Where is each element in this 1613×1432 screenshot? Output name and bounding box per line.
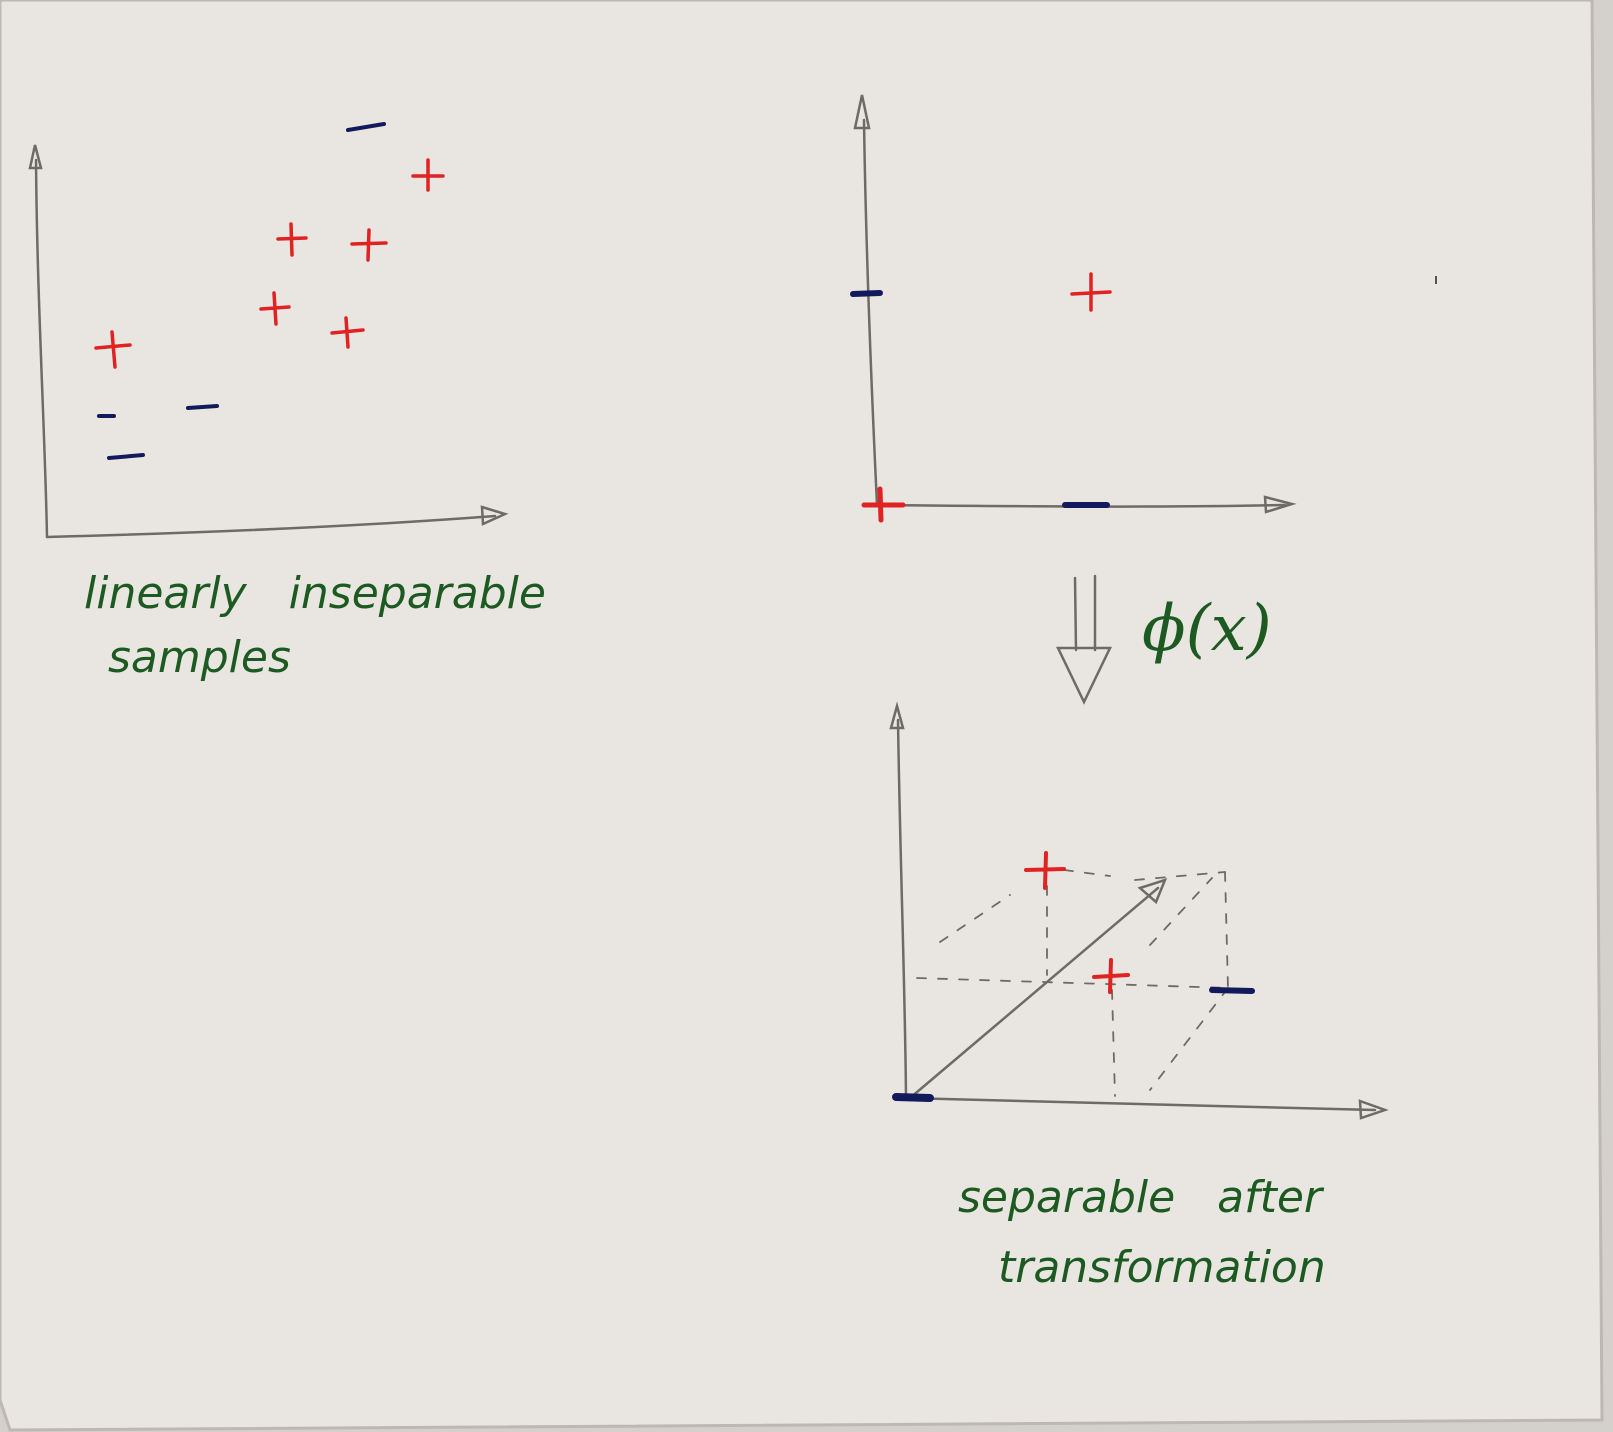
right-caption-line1: separable after bbox=[958, 1172, 1325, 1223]
negative-mark bbox=[107, 453, 145, 460]
right-bottom-plot bbox=[889, 701, 1389, 1120]
left-x-axis-arrowhead bbox=[480, 505, 509, 526]
negative-mark bbox=[346, 122, 386, 132]
positive-mark bbox=[276, 222, 308, 257]
negative-mark bbox=[1209, 987, 1255, 994]
negative-mark bbox=[850, 290, 883, 297]
right-top-x-axis-arrowhead bbox=[1263, 495, 1297, 514]
right-bottom-y-axis-arrowhead bbox=[889, 701, 905, 730]
left-plot bbox=[28, 144, 509, 539]
right-caption-line2: transformation bbox=[998, 1242, 1326, 1293]
positive-mark bbox=[94, 330, 132, 369]
right-bottom-x-axis bbox=[904, 1096, 1377, 1112]
left-caption-line1: linearly inseparable bbox=[84, 568, 546, 619]
transform-label: ϕ(x) bbox=[1142, 592, 1272, 666]
positive-mark bbox=[1070, 272, 1112, 312]
positive-mark bbox=[861, 486, 906, 523]
positive-mark bbox=[411, 158, 445, 192]
left-caption: linearly inseparable samples bbox=[84, 568, 546, 683]
dashed-guides bbox=[916, 869, 1231, 1097]
positive-mark bbox=[1024, 851, 1066, 890]
right-bottom-x-axis-arrowhead bbox=[1358, 1099, 1389, 1120]
right-bottom-z-axis-arrowhead bbox=[1137, 877, 1168, 905]
left-caption-line2: samples bbox=[108, 632, 291, 683]
left-y-axis-arrowhead bbox=[28, 144, 43, 170]
negative-mark bbox=[892, 1093, 934, 1102]
positive-mark bbox=[259, 291, 291, 326]
positive-mark bbox=[1092, 958, 1130, 994]
left-x-axis bbox=[45, 514, 497, 539]
double-down-arrow-icon bbox=[1056, 574, 1112, 705]
negative-mark bbox=[186, 404, 219, 410]
right-top-marks bbox=[850, 272, 1112, 523]
right-bottom-z-axis bbox=[908, 886, 1160, 1100]
positive-mark bbox=[350, 228, 388, 262]
right-top-y-axis bbox=[862, 118, 879, 507]
right-top-y-axis-arrowhead bbox=[853, 94, 871, 130]
left-plot-marks bbox=[94, 122, 445, 460]
right-bottom-y-axis bbox=[896, 718, 908, 1100]
right-bottom-caption: separable after transformation bbox=[958, 1172, 1326, 1293]
transform-arrow bbox=[1056, 574, 1112, 705]
right-bottom-marks bbox=[892, 851, 1255, 1102]
positive-mark bbox=[330, 316, 365, 349]
left-y-axis bbox=[34, 158, 49, 539]
